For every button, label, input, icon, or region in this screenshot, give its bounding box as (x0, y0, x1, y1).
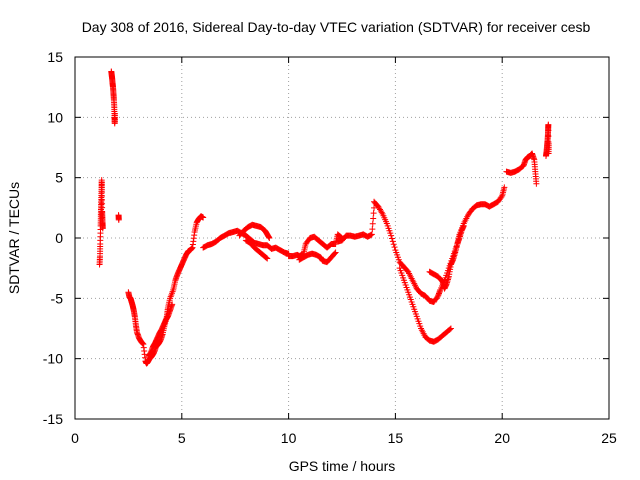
data-point (370, 210, 377, 217)
data-point (200, 214, 207, 221)
data-point (390, 241, 397, 248)
data-point (370, 215, 377, 222)
y-axis-ticks: -15 -10 -5 0 5 10 15 (43, 49, 609, 427)
data-point (389, 238, 396, 245)
data-point (264, 255, 271, 262)
data-point (501, 184, 508, 191)
plot-frame (74, 56, 610, 420)
data-point (369, 226, 376, 233)
data-point (447, 326, 454, 333)
data-point (263, 254, 270, 261)
x-tick-label: 5 (178, 430, 186, 446)
x-axis-label: GPS time / hours (289, 458, 396, 474)
grid (75, 57, 609, 419)
data-point (331, 250, 338, 257)
data-point (332, 249, 339, 256)
data-point (545, 140, 552, 147)
y-axis-label: SDTVAR / TECUs (6, 182, 22, 294)
data-point (266, 235, 273, 241)
y-tick-label: -10 (43, 351, 63, 367)
data-point (545, 133, 552, 140)
data-point (447, 325, 454, 332)
data-point (545, 121, 552, 128)
data-point (391, 244, 398, 251)
data-point (545, 127, 552, 134)
data-points (96, 68, 552, 367)
data-point (533, 180, 540, 187)
x-tick-label: 20 (494, 430, 510, 446)
y-tick-label: 0 (55, 230, 63, 246)
data-point (388, 232, 395, 239)
x-axis-ticks: 0 5 10 15 20 25 (71, 57, 617, 446)
x-tick-label: 10 (281, 430, 297, 446)
data-point (115, 216, 122, 223)
data-point (460, 222, 467, 229)
x-tick-label: 15 (388, 430, 404, 446)
y-tick-label: -5 (51, 290, 64, 306)
data-point (99, 225, 106, 232)
y-tick-label: 10 (47, 109, 63, 125)
y-tick-label: 5 (55, 170, 63, 186)
data-point (388, 235, 395, 242)
data-point (111, 110, 118, 117)
x-tick-label: 0 (71, 430, 79, 446)
data-point (498, 193, 505, 200)
x-tick-label: 25 (601, 430, 617, 446)
data-point (378, 209, 385, 216)
y-tick-label: -15 (43, 411, 63, 427)
y-tick-label: 15 (47, 49, 63, 65)
data-point (368, 231, 375, 238)
data-point (371, 204, 378, 211)
chart-title: Day 308 of 2016, Sidereal Day-to-day VTE… (82, 19, 591, 35)
data-point (169, 301, 176, 308)
data-point (369, 220, 376, 227)
